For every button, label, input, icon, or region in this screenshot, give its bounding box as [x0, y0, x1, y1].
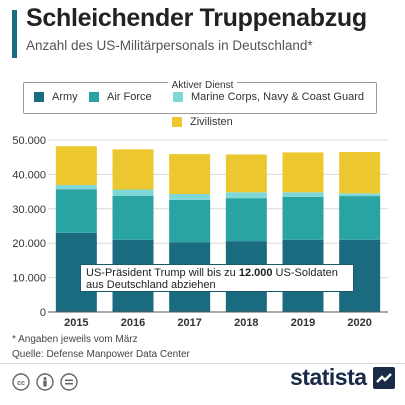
attribution-icon[interactable] [36, 373, 54, 391]
y-tick-label: 40.000 [12, 169, 46, 181]
legend-swatch-marine-navy [173, 92, 183, 102]
legend-label-zivilisten: Zivilisten [190, 116, 233, 128]
title-accent-bar [12, 10, 17, 58]
logo-text: statista [290, 364, 367, 390]
x-tick-label: 2019 [291, 317, 315, 329]
bar-segment [169, 194, 211, 200]
annotation-text-bold: 12.000 [238, 267, 273, 279]
footer-divider [0, 363, 405, 364]
legend-swatch-air-force [89, 92, 99, 102]
legend-item-zivilisten: Zivilisten [172, 116, 233, 128]
bar-segment [339, 152, 381, 194]
y-tick-label: 20.000 [12, 238, 46, 250]
legend-group-heading: Aktiver Dienst [0, 75, 405, 93]
bar-segment [112, 195, 154, 240]
bar-segment [225, 198, 267, 242]
legend-swatch-army [34, 92, 44, 102]
bar-segment [282, 192, 324, 197]
annotation-text-before: US-Präsident Trump will bis zu [86, 267, 239, 279]
legend-item-marine-navy: Marine Corps, Navy & Coast Guard [173, 91, 364, 103]
footnote-source: Quelle: Defense Manpower Data Center [12, 349, 190, 360]
bar-segment [225, 154, 267, 193]
annotation-box: US-Präsident Trump will bis zu 12.000 US… [80, 264, 354, 292]
legend-group-label: Aktiver Dienst [167, 80, 238, 91]
chart-subtitle: Anzahl des US-Militärpersonals in Deutsc… [26, 38, 313, 53]
bar-segment [55, 185, 97, 190]
svg-text:cc: cc [17, 380, 25, 387]
legend-item-air-force: Air Force [89, 91, 152, 103]
chart-title: Schleichender Truppenabzug [26, 4, 367, 32]
footnote-note: * Angaben jeweils vom März [12, 334, 138, 345]
y-tick-label: 30.000 [12, 204, 46, 216]
bar-segment [169, 154, 211, 195]
legend-item-army: Army [34, 91, 78, 103]
statista-logo-icon [372, 366, 395, 389]
y-tick-label: 10.000 [12, 273, 46, 285]
statista-logo[interactable]: statista [290, 364, 395, 391]
creative-commons-icon[interactable]: cc [12, 373, 30, 391]
annotation-text-after: US-Soldaten aus Deutschland abziehen [86, 267, 338, 291]
x-tick-label: 2017 [177, 317, 201, 329]
y-tick-label: 50.000 [12, 135, 46, 147]
bar-segment [112, 149, 154, 190]
bar-segment [55, 189, 97, 233]
legend-swatch-zivilisten [172, 117, 182, 127]
bar-segment [282, 196, 324, 240]
legend-label-marine-navy: Marine Corps, Navy & Coast Guard [191, 91, 365, 103]
x-tick-label: 2018 [234, 317, 258, 329]
x-tick-label: 2016 [121, 317, 145, 329]
bar-segment [282, 152, 324, 193]
legend-label-army: Army [52, 91, 78, 103]
bar-segment [112, 189, 154, 196]
bar-segment [169, 199, 211, 243]
bar-segment [55, 146, 97, 186]
y-tick-label: 0 [40, 307, 46, 319]
no-derivatives-icon[interactable] [60, 373, 78, 391]
x-tick-label: 2020 [347, 317, 371, 329]
bar-segment [339, 193, 381, 197]
x-tick-label: 2015 [64, 317, 88, 329]
bar-segment [339, 196, 381, 240]
bar-segment [225, 192, 267, 199]
legend-label-air-force: Air Force [107, 91, 152, 103]
